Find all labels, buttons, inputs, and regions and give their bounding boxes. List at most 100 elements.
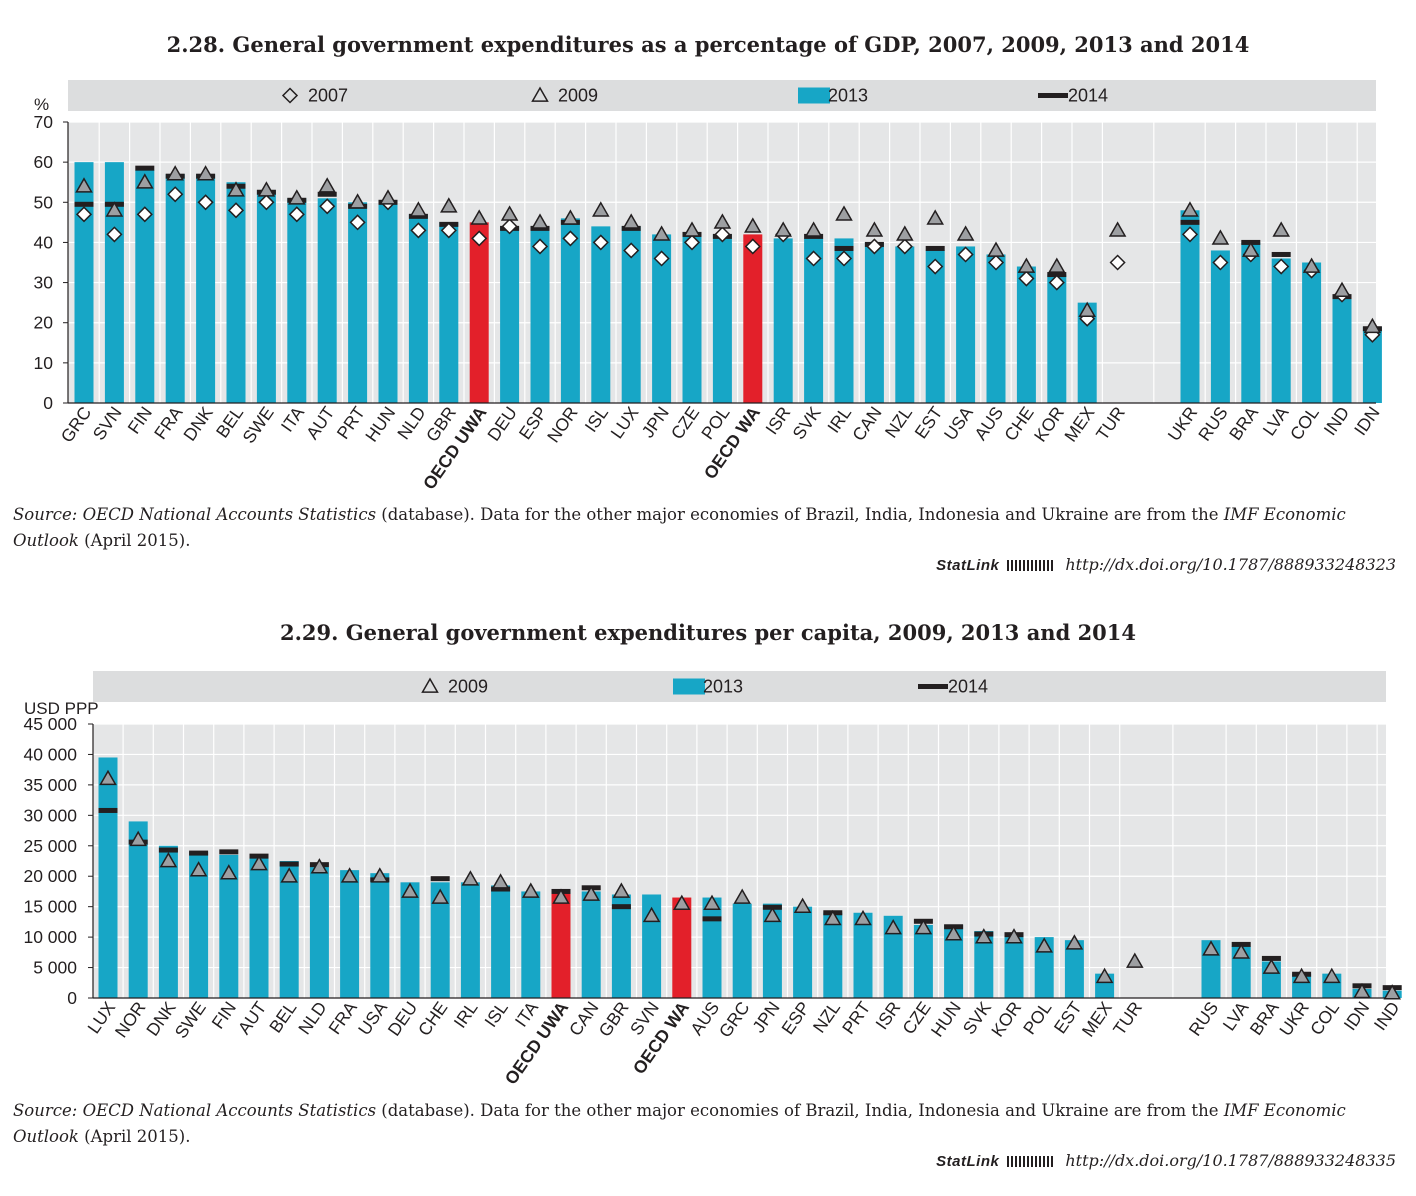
marker-2014-fin bbox=[219, 849, 239, 855]
bar-2013-lva bbox=[1231, 946, 1251, 998]
source-imf: IMF Economic Outlook bbox=[13, 1101, 1346, 1146]
legend-label-2013: 2013 bbox=[828, 86, 868, 106]
marker-2009-cze bbox=[683, 221, 701, 237]
marker-2007-svk bbox=[805, 250, 822, 267]
legend-background bbox=[68, 80, 1376, 111]
y-tick-label: 10 bbox=[34, 353, 54, 373]
marker-2007-bel bbox=[227, 202, 245, 219]
x-tick-label-che: CHE bbox=[1000, 403, 1038, 445]
x-tick-label-pol: POL bbox=[1019, 998, 1056, 1038]
bar-2013-nld bbox=[309, 867, 329, 998]
y-tick-label: 15 000 bbox=[23, 897, 77, 917]
marker-2007-rus bbox=[1212, 254, 1229, 271]
x-tick-label-svn: SVN bbox=[89, 403, 126, 444]
x-tick-label-grc: GRC bbox=[715, 998, 754, 1041]
bar-2013-esp bbox=[793, 906, 813, 998]
marker-2009-svk bbox=[975, 928, 993, 944]
marker-2007-svn bbox=[106, 226, 123, 243]
chart-2-statlink: StatLink http://dx.doi.org/10.1787/888933… bbox=[936, 1151, 1396, 1170]
source-name: OECD National Accounts Statistics bbox=[82, 1101, 377, 1120]
marker-2009-mex bbox=[1095, 967, 1114, 984]
marker-2014-swe bbox=[189, 850, 209, 856]
bar-2013-aut bbox=[249, 857, 269, 998]
source-imf: IMF Economic Outlook bbox=[13, 505, 1346, 550]
chart-2: 2009 2013 2014 USD PPP 0 5 000 10 000 15 000 20 … bbox=[23, 671, 1403, 1088]
legend-marker-2014 bbox=[918, 684, 948, 689]
marker-2009-fin bbox=[220, 864, 238, 880]
y-tick-label: 25 000 bbox=[23, 836, 77, 856]
x-tick-label-svk: SVK bbox=[788, 403, 825, 443]
x-tick-label-prt: PRT bbox=[838, 998, 874, 1038]
x-tick-label-aut: AUT bbox=[234, 998, 271, 1038]
bar-2013-ita bbox=[287, 198, 307, 403]
marker-2007-prt bbox=[349, 214, 366, 231]
marker-2007-pol bbox=[714, 226, 731, 243]
marker-2009-ita bbox=[522, 882, 540, 898]
bar-2013-svn bbox=[104, 162, 124, 403]
marker-2009-nzl bbox=[824, 909, 842, 926]
x-tick-label-bel: BEL bbox=[265, 998, 301, 1037]
marker-2009-svn bbox=[642, 906, 661, 923]
x-tick-label-swe: SWE bbox=[171, 998, 210, 1042]
marker-2007-can bbox=[866, 238, 883, 255]
statlink-url[interactable]: http://dx.doi.org/10.1787/888933248323 bbox=[1065, 555, 1396, 574]
marker-2009-swe bbox=[257, 181, 276, 197]
x-tick-label-ukr: UKR bbox=[1164, 403, 1202, 445]
marker-2009-deu bbox=[500, 205, 519, 221]
marker-2009-hun bbox=[379, 189, 397, 205]
marker-2009-mex bbox=[1078, 301, 1096, 318]
marker-2007-fra bbox=[167, 186, 184, 203]
legend-label-2013: 2013 bbox=[703, 677, 743, 697]
legend-marker-2013 bbox=[673, 678, 705, 695]
marker-2007-deu bbox=[501, 218, 518, 235]
statlink-url[interactable]: http://dx.doi.org/10.1787/888933248335 bbox=[1065, 1151, 1396, 1170]
x-tick-label-ukr: UKR bbox=[1275, 998, 1313, 1040]
marker-2009-aus bbox=[703, 894, 721, 910]
marker-2007-isl bbox=[592, 234, 609, 251]
x-tick-label-grc: GRC bbox=[57, 403, 96, 446]
x-tick-label-fra: FRA bbox=[150, 403, 187, 443]
x-tick-label-nld: NLD bbox=[393, 403, 429, 443]
marker-2009-lux bbox=[99, 769, 117, 786]
y-tick-label: 30 bbox=[34, 273, 54, 293]
marker-2009-prt bbox=[348, 193, 367, 209]
x-tick-label-rus: RUS bbox=[1194, 403, 1232, 445]
marker-2009-aut bbox=[250, 855, 268, 871]
marker-2009-bel bbox=[227, 181, 245, 197]
x-tick-label-gbr: GBR bbox=[595, 998, 633, 1041]
marker-2009-can bbox=[865, 221, 884, 237]
marker-2009-deu bbox=[401, 882, 419, 898]
bar-2013-pol bbox=[712, 234, 732, 403]
bar-2013-irl bbox=[834, 238, 854, 403]
source-suffix: (April 2015). bbox=[78, 1127, 191, 1146]
bar-2013-lva bbox=[1271, 258, 1291, 403]
bar-2013-gbr bbox=[439, 222, 459, 403]
bar-2013-mex bbox=[1077, 302, 1097, 403]
bar-2013-nzl bbox=[895, 246, 915, 403]
marker-2009-oecd-wa bbox=[673, 894, 691, 910]
bar-2013-isl bbox=[491, 885, 511, 998]
statlink-label: StatLink bbox=[936, 557, 1000, 574]
bar-2013-bel bbox=[226, 182, 246, 403]
bar-2013-grc bbox=[732, 903, 752, 998]
x-tick-label-rus: RUS bbox=[1185, 998, 1223, 1040]
x-tick-label-nld: NLD bbox=[294, 998, 330, 1038]
marker-2009-lux bbox=[622, 213, 640, 229]
bar-2013-nld bbox=[408, 214, 428, 403]
bar-2013-est bbox=[1064, 940, 1084, 998]
y-axis-label: % bbox=[34, 95, 49, 114]
x-tick-label-dnk: DNK bbox=[179, 403, 217, 445]
x-tick-label-tur: TUR bbox=[1109, 998, 1146, 1039]
bar-2013-kor bbox=[1047, 274, 1067, 403]
marker-2009-isr bbox=[774, 221, 792, 237]
x-tick-label-idn: IDN bbox=[1340, 998, 1374, 1034]
marker-2009-isl bbox=[592, 201, 610, 217]
y-tick-label: 0 bbox=[43, 393, 53, 413]
marker-2014-irl bbox=[834, 245, 854, 251]
bar-2013-cze bbox=[682, 234, 702, 403]
marker-2009-nld bbox=[310, 858, 329, 874]
marker-2007-esp bbox=[531, 238, 549, 255]
marker-2014-aus bbox=[702, 916, 722, 922]
source-suffix: (April 2015). bbox=[78, 531, 191, 550]
legend-marker-2013 bbox=[798, 87, 830, 104]
